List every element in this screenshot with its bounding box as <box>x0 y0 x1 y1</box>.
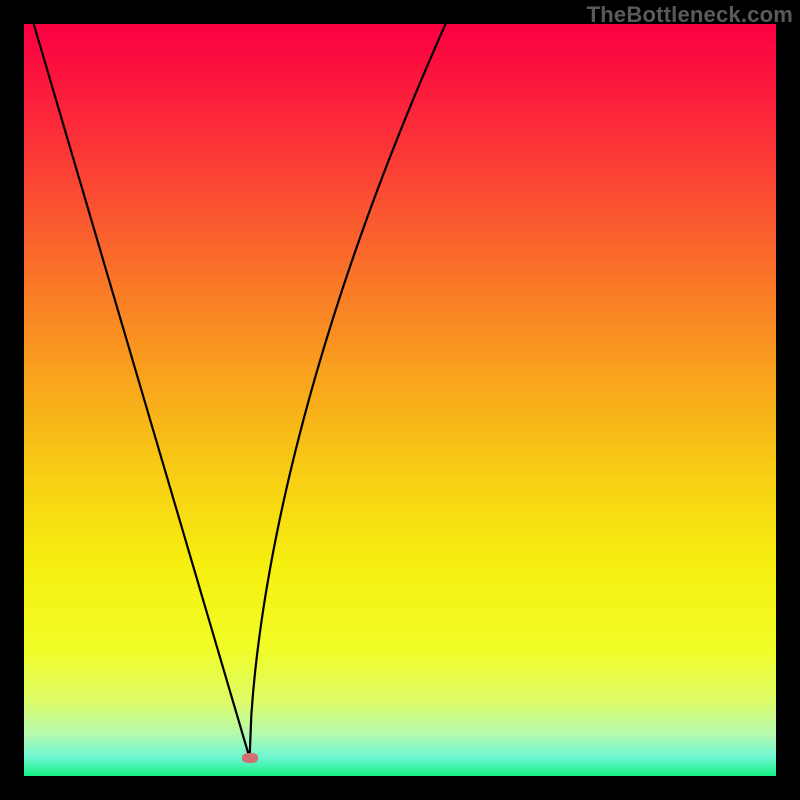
watermark-text: TheBottleneck.com <box>587 2 793 28</box>
notch-marker <box>242 753 258 763</box>
chart-area <box>24 24 776 776</box>
bottleneck-curve <box>24 24 776 776</box>
